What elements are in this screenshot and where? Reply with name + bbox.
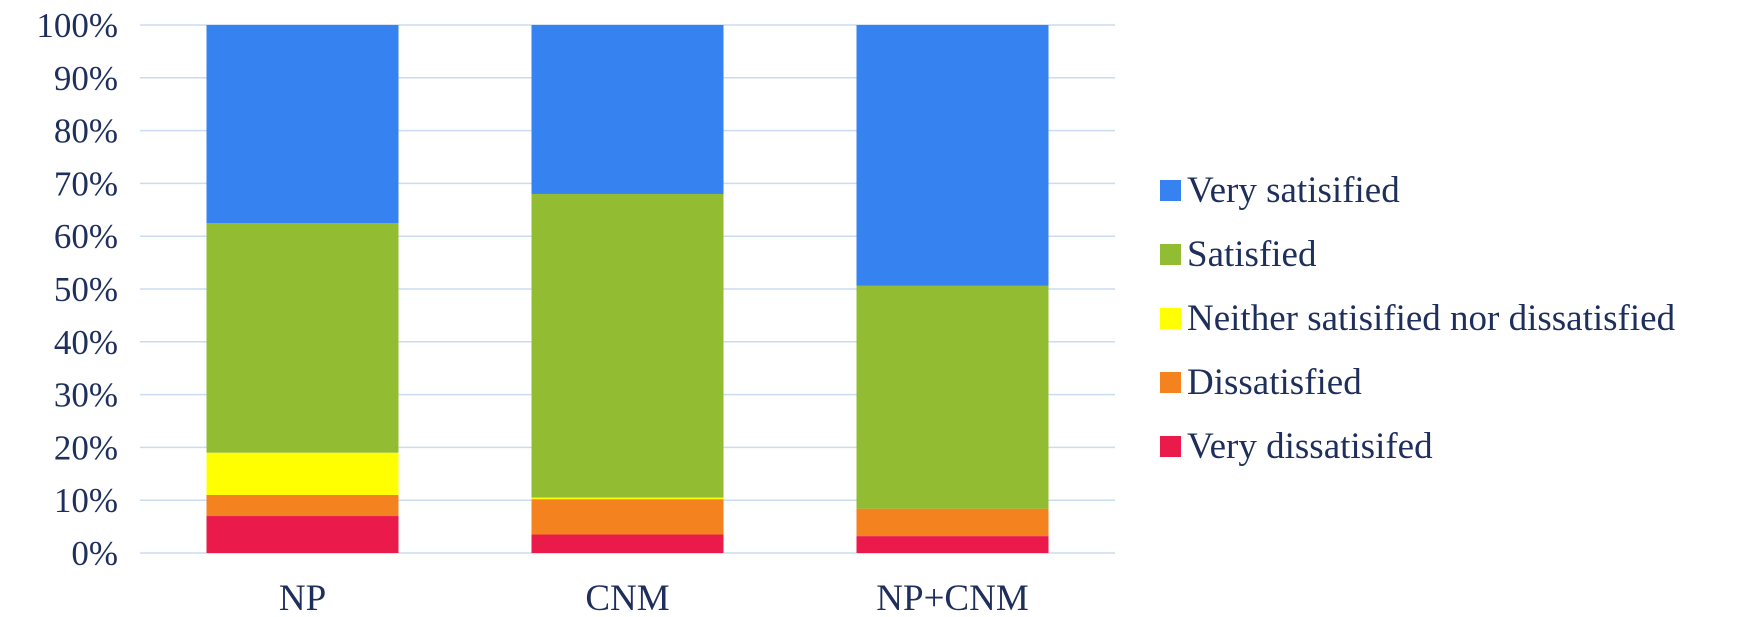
y-tick-label: 60% — [54, 217, 118, 256]
bar-segment — [531, 193, 724, 498]
legend-item-satisfied: Satisfied — [1160, 222, 1675, 286]
legend-swatch — [1160, 179, 1181, 201]
legend-label: Very satisified — [1187, 169, 1400, 211]
legend-swatch — [1160, 243, 1181, 265]
bar-segment — [531, 499, 724, 535]
y-tick-label: 90% — [54, 59, 118, 98]
legend-swatch — [1160, 307, 1181, 329]
bar-segment — [206, 25, 399, 223]
legend-swatch — [1160, 371, 1181, 393]
y-tick-label: 30% — [54, 376, 118, 415]
legend-item-dissatisfied: Dissatisfied — [1160, 350, 1675, 414]
bar-segment — [531, 497, 724, 500]
bar-segment — [206, 452, 399, 495]
y-tick-label: 20% — [54, 428, 118, 467]
y-tick-label: 40% — [54, 323, 118, 362]
legend-swatch — [1160, 435, 1181, 457]
legend-item-very-dissatisifed: Very dissatisifed — [1160, 414, 1675, 478]
y-tick-label: 50% — [54, 270, 118, 309]
legend-label: Very dissatisifed — [1187, 425, 1433, 467]
bar-segment — [206, 494, 399, 517]
bar-segment — [206, 516, 399, 553]
bar-segment — [856, 536, 1049, 553]
bar-segment — [856, 25, 1049, 286]
bar-segment — [531, 25, 724, 194]
legend-label: Satisfied — [1187, 233, 1317, 275]
bars — [206, 25, 1049, 553]
x-axis-tick-labels: NP CNM NP+CNM — [279, 578, 1029, 617]
legend-label: Neither satisified nor dissatisfied — [1187, 297, 1676, 339]
y-tick-label: 10% — [54, 481, 118, 520]
legend-item-neither: Neither satisified nor dissatisfied — [1160, 286, 1675, 350]
bar-segment — [856, 508, 1049, 537]
y-tick-label: 80% — [54, 112, 118, 151]
legend-label: Dissatisfied — [1187, 361, 1362, 403]
legend-item-very-satisified: Very satisified — [1160, 158, 1675, 222]
x-tick-label: CNM — [585, 578, 669, 617]
y-tick-label: 0% — [71, 534, 118, 573]
bar-segment — [856, 285, 1049, 509]
y-tick-label: 70% — [54, 164, 118, 203]
bar-segment — [206, 223, 399, 453]
legend: Very satisified Satisfied Neither satisi… — [1160, 158, 1675, 478]
x-tick-label: NP — [279, 578, 326, 617]
y-tick-label: 100% — [36, 6, 118, 45]
bar-segment — [531, 534, 724, 553]
y-axis-tick-labels: 0% 10% 20% 30% 40% 50% 60% 70% 80% 90% 100% — [36, 6, 118, 573]
x-tick-label: NP+CNM — [876, 578, 1028, 617]
